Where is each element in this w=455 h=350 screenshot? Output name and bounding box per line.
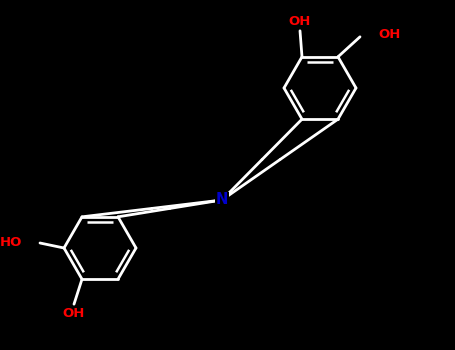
Text: N: N [216, 193, 228, 208]
Text: OH: OH [289, 15, 311, 28]
Text: OH: OH [378, 28, 400, 41]
Text: OH: OH [63, 307, 85, 320]
Text: HO: HO [0, 237, 22, 250]
